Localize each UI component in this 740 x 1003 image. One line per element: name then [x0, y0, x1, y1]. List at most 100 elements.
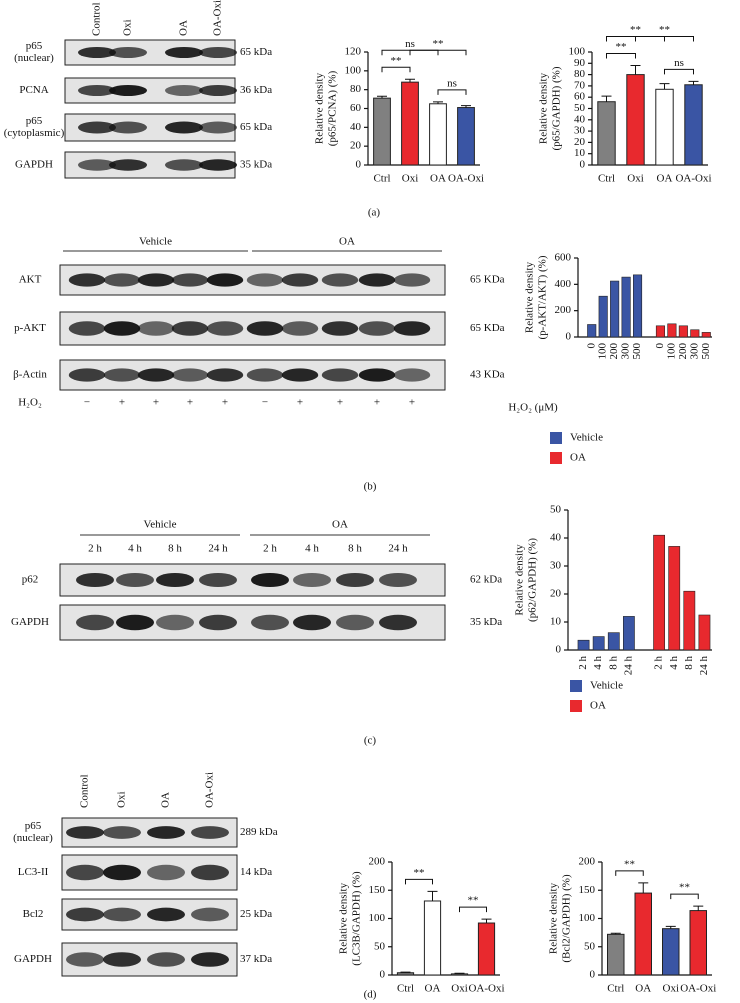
lane-label: 4 h: [305, 543, 319, 555]
error-bar: [601, 95, 612, 102]
blot-band: [116, 572, 154, 588]
blot-band: [66, 952, 104, 967]
x-tick-label: Oxi: [627, 173, 644, 185]
panel-label: (c): [364, 735, 377, 747]
y-tick-label: 200: [579, 856, 596, 868]
y-tick-label: 0: [380, 969, 386, 981]
blot-band: [281, 321, 319, 336]
y-tick-label: 150: [369, 884, 386, 896]
blot-band: [109, 159, 147, 171]
y-tick-label: 100: [579, 912, 596, 924]
bar: [592, 636, 605, 651]
size-label: 35 kDa: [470, 616, 502, 628]
y-tick-label: 100: [369, 912, 386, 924]
row-label: p-AKT: [14, 322, 46, 334]
significance-bracket: [615, 870, 644, 876]
row-label: p65: [26, 40, 43, 52]
y-tick-label: 10: [550, 616, 562, 628]
size-label: 37 kDa: [240, 953, 272, 965]
row-label: p65: [25, 820, 42, 832]
group-label: Vehicle: [144, 519, 177, 531]
legend-label: Vehicle: [570, 432, 603, 444]
error-bar: [427, 890, 438, 901]
legend-swatch: [570, 700, 582, 712]
panel-label: (b): [364, 481, 377, 493]
significance-label: **: [624, 858, 635, 870]
blot-band: [66, 907, 104, 922]
x-tick-label: 0: [654, 343, 666, 349]
blot-band: [103, 952, 141, 967]
significance-label: ns: [447, 77, 457, 89]
blot-band: [76, 614, 114, 631]
size-label: 36 kDa: [240, 84, 272, 96]
y-tick-label: 80: [574, 68, 586, 80]
x-tick-label: 200: [677, 343, 689, 360]
group-label: Vehicle: [139, 236, 172, 248]
bar: [655, 325, 665, 338]
x-tick-label: OA: [425, 983, 441, 995]
bar: [633, 274, 643, 338]
blot-band: [393, 273, 431, 287]
bar: [373, 97, 391, 166]
y-axis-label: Relative density: [314, 72, 326, 144]
y-tick-label: 20: [574, 136, 586, 148]
y-tick-label: 10: [574, 147, 586, 159]
bar: [598, 295, 608, 338]
treatment-sign: +: [337, 397, 343, 409]
blot-band: [191, 952, 229, 967]
bar: [597, 101, 616, 166]
blot-band: [321, 368, 359, 382]
row-label: (nuclear): [14, 52, 54, 64]
y-tick-label: 40: [550, 532, 562, 544]
treatment-sign: +: [187, 397, 193, 409]
row-label: (nuclear): [13, 832, 53, 844]
treatment-sign: +: [297, 397, 303, 409]
size-label: 43 KDa: [470, 369, 505, 381]
y-axis-label: (p-AKT/AKT) (%): [537, 255, 549, 339]
bar: [668, 546, 681, 651]
lane-label: OA: [160, 792, 172, 808]
blot-band: [68, 368, 106, 382]
x-tick-label: 100: [665, 343, 677, 360]
y-tick-label: 90: [574, 57, 586, 69]
significance-bracket: [459, 906, 487, 913]
x-tick-label: OA-Oxi: [448, 173, 484, 185]
lane-label: 8 h: [168, 543, 182, 555]
bar: [626, 74, 645, 166]
error-bar: [610, 932, 621, 935]
blot-band: [199, 121, 237, 134]
x-axis-label: H₂O₂ (μM): [508, 402, 558, 414]
x-tick-label: 8 h: [607, 656, 619, 670]
significance-bracket: [405, 878, 433, 885]
x-tick-label: OA: [635, 983, 651, 995]
y-tick-label: 120: [345, 46, 362, 58]
blot-band: [68, 273, 106, 287]
blot-band: [191, 826, 229, 839]
x-tick-label: 500: [700, 343, 712, 360]
x-tick-label: 2 h: [577, 656, 589, 670]
significance-label: **: [468, 895, 479, 907]
blot-band: [147, 864, 185, 881]
y-tick-label: 0: [566, 331, 572, 343]
blot-band: [147, 952, 185, 967]
blot-band: [66, 826, 104, 839]
panel-label: (d): [364, 989, 377, 1001]
row-label: β-Actin: [13, 369, 47, 381]
y-axis-label: Relative density: [514, 544, 526, 616]
blot-band: [393, 368, 431, 382]
blot-band: [358, 368, 396, 382]
y-tick-label: 50: [574, 102, 586, 114]
blot-band: [109, 47, 147, 58]
row-label: GAPDH: [15, 159, 53, 171]
x-tick-label: Oxi: [451, 983, 468, 995]
bar: [683, 590, 696, 651]
legend-swatch: [570, 680, 582, 692]
x-tick-label: 24 h: [622, 656, 634, 676]
treatment-sign: +: [374, 397, 380, 409]
blot-band: [246, 273, 284, 287]
blot-band: [358, 273, 396, 287]
y-tick-label: 80: [350, 83, 362, 95]
blot-band: [78, 159, 116, 171]
bar: [689, 910, 707, 976]
